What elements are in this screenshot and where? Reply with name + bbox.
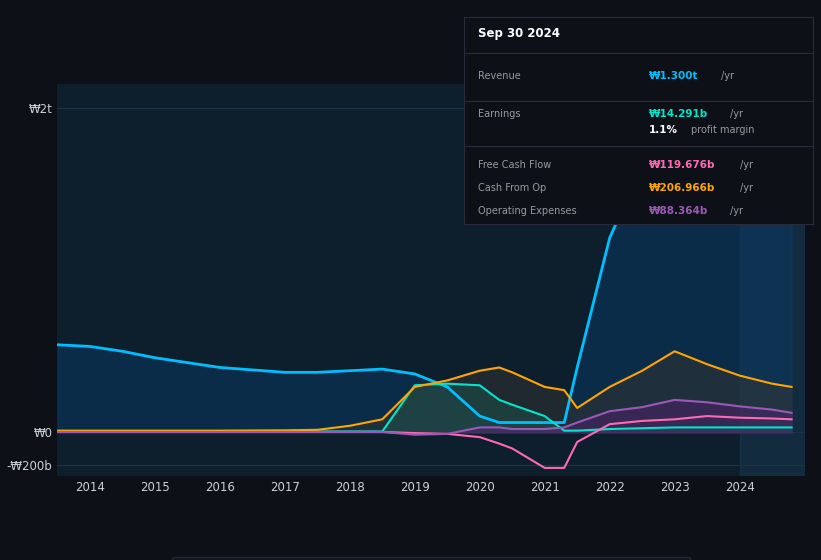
Text: /yr: /yr	[741, 183, 753, 193]
Text: Operating Expenses: Operating Expenses	[478, 206, 576, 216]
Text: ₩119.676b: ₩119.676b	[649, 160, 715, 170]
Text: Revenue: Revenue	[478, 71, 521, 81]
Text: /yr: /yr	[741, 160, 753, 170]
Text: ₩206.966b: ₩206.966b	[649, 183, 715, 193]
Text: /yr: /yr	[731, 109, 744, 119]
Bar	[740, 84, 805, 476]
Text: Earnings: Earnings	[478, 109, 521, 119]
Text: /yr: /yr	[721, 71, 734, 81]
Text: 1.1%: 1.1%	[649, 125, 678, 135]
Text: ₩1.300t: ₩1.300t	[649, 71, 699, 81]
Text: ₩88.364b: ₩88.364b	[649, 206, 709, 216]
Text: ₩14.291b: ₩14.291b	[649, 109, 708, 119]
Text: /yr: /yr	[731, 206, 744, 216]
Text: profit margin: profit margin	[691, 125, 754, 135]
Text: Cash From Op: Cash From Op	[478, 183, 546, 193]
Text: Sep 30 2024: Sep 30 2024	[478, 27, 560, 40]
Legend: Revenue, Earnings, Free Cash Flow, Cash From Op, Operating Expenses: Revenue, Earnings, Free Cash Flow, Cash …	[172, 557, 690, 560]
Text: Free Cash Flow: Free Cash Flow	[478, 160, 551, 170]
